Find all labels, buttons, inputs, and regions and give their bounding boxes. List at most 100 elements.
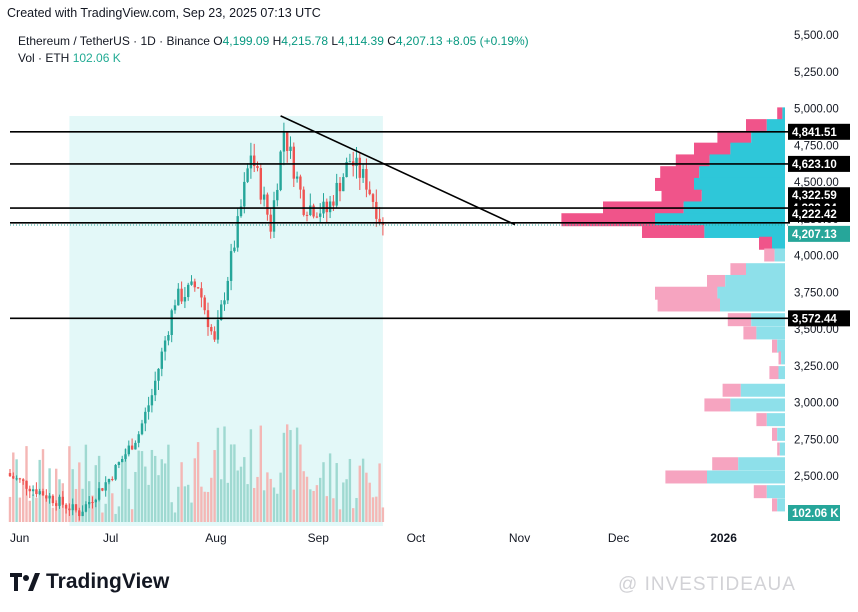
volume-legend: Vol · ETH 102.06 K [18,51,121,65]
symbol-name[interactable]: Ethereum / TetherUS · 1D · Binance [18,34,210,48]
volume-bar [12,452,15,522]
time-tick-label: 2026 [710,531,737,545]
candle-body [220,304,223,320]
vp-bar-up [699,166,785,180]
candle-body [355,157,358,167]
candle-body [239,206,243,217]
volume-bar [187,484,190,522]
vp-bar-up [777,498,785,512]
volume-bar [35,497,38,522]
volume-bar [239,466,243,522]
volume-bar [196,442,200,522]
high-label: H [272,34,282,48]
vp-bar-up [701,189,785,203]
candle-body [223,300,226,305]
volume-bar [282,432,286,522]
level-tag-bg [788,155,850,172]
price-tick-label: 3,500.00 [794,324,839,336]
volume-bar [167,444,170,522]
volume-bar [312,490,315,522]
vp-bar-down [746,119,767,133]
candle-body [8,473,12,477]
level-tag: 4,222.42 [792,209,837,221]
candle-body [200,288,203,298]
candle-body [190,281,193,285]
vp-bar-up [740,383,785,397]
vp-bar-up [751,130,785,144]
candle-body [111,479,114,481]
volume-bar [8,496,12,522]
candle-body [31,489,35,492]
candle-body [289,146,292,151]
vp-bar-up [772,236,785,250]
candle-body [292,146,295,179]
candle-body [305,214,309,216]
volume-bar [266,472,269,522]
volume-bar [325,496,328,522]
candle-body [276,189,279,201]
volume-bar [299,444,302,522]
price-chart[interactable]: 5,500.00 5,250.00 5,000.00 4,750.00 4,500.00… [0,0,858,560]
volume-bar [262,490,266,522]
volume-bar [305,476,309,522]
volume-tag: 102.06 K [792,508,839,520]
volume-bar [210,477,213,522]
last-price-tag-bg [788,225,850,242]
volume-bar [319,477,322,522]
vp-bar-up [766,413,785,427]
vp-bar-down [756,413,767,427]
level-tag-bg [788,123,850,140]
volume-bar [375,496,378,522]
vp-bar-down [778,351,782,365]
price-tick-label: 4,750.00 [794,140,839,152]
close-label: C [387,34,396,48]
last-price-tag: 4,207.13 [792,229,837,241]
horizontal-levels [10,130,790,320]
vp-bar-up [707,470,785,484]
level-tag: 4,623.10 [792,159,837,171]
candle-body [210,327,213,332]
volume-bar [358,465,361,522]
volume-bar [130,509,134,522]
volume-bar [259,425,262,522]
vp-bar-up [777,339,785,353]
candle-body [295,176,299,179]
candle-body [312,205,315,217]
candle-body [68,508,71,511]
candle-body [193,281,196,288]
volume-tag-bg [788,505,840,521]
candle-body [183,297,187,302]
vp-bar-down [712,457,739,471]
volume-bar [279,472,282,522]
price-axis: 5,500.00 5,250.00 5,000.00 4,750.00 4,500.00… [794,30,839,483]
vp-bar-down [642,224,705,238]
candle-body [81,511,84,517]
candle-body [361,169,365,178]
volume-bar [200,486,203,522]
candle-body [154,380,157,396]
candle-body [160,351,163,369]
volume-bar [216,427,220,522]
tradingview-brand[interactable]: TradingView [10,570,169,594]
vp-bar-down [561,213,655,227]
volume-bar [137,450,140,522]
high-value: 4,215.78 [281,34,329,48]
vp-bar-down [764,248,775,262]
volume-bar [352,508,355,522]
volume-bar [180,462,183,522]
price-tick-label: 2,750.00 [794,434,839,446]
volume-bar [104,503,107,522]
candle-body [253,155,256,167]
candle-body [180,288,183,302]
volume-bar [183,486,187,522]
candle-body [147,405,150,412]
candle-body [55,503,58,506]
vp-bar-up [725,274,785,288]
candle-body [61,496,64,505]
candle-body [51,495,55,504]
candle-body [358,157,361,178]
candle-body [28,488,31,492]
candle-body [130,445,134,450]
vp-bar-up [777,427,785,441]
volume-bar [144,466,147,522]
